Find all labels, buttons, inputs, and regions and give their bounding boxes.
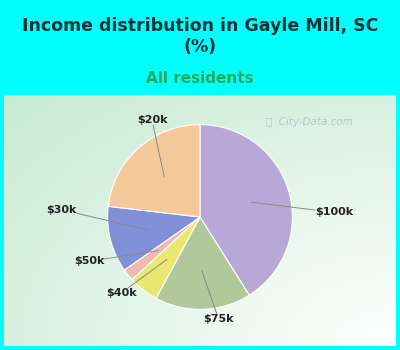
- Wedge shape: [156, 217, 249, 309]
- Text: $75k: $75k: [202, 271, 234, 324]
- Text: $50k: $50k: [74, 251, 158, 266]
- Text: $100k: $100k: [252, 202, 353, 217]
- Wedge shape: [124, 217, 200, 280]
- Text: $40k: $40k: [106, 259, 167, 298]
- Text: Income distribution in Gayle Mill, SC
(%): Income distribution in Gayle Mill, SC (%…: [22, 18, 378, 56]
- Wedge shape: [108, 125, 200, 217]
- Text: ⓘ  City-Data.com: ⓘ City-Data.com: [266, 117, 353, 127]
- Text: $30k: $30k: [46, 205, 148, 230]
- Text: $20k: $20k: [137, 115, 167, 177]
- Wedge shape: [108, 206, 200, 270]
- Wedge shape: [132, 217, 200, 298]
- Wedge shape: [200, 125, 292, 295]
- Text: All residents: All residents: [146, 71, 254, 86]
